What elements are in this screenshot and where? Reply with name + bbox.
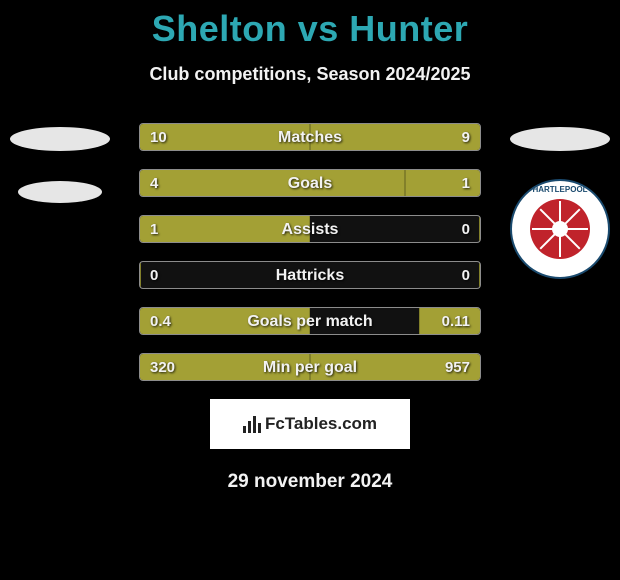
brand-text: FcTables.com [265,414,377,434]
stat-row: 41Goals [139,169,481,197]
player-right-avatar: HARTLEPOOL [510,127,610,279]
stat-label: Min per goal [140,354,480,381]
stat-row: 0.40.11Goals per match [139,307,481,335]
wheel-icon [530,199,590,259]
badge-top-text: HARTLEPOOL [512,185,608,194]
page-title: Shelton vs Hunter [0,0,620,50]
stat-row: 00Hattricks [139,261,481,289]
stat-label: Goals per match [140,308,480,335]
stat-row: 10Assists [139,215,481,243]
page-subtitle: Club competitions, Season 2024/2025 [0,64,620,85]
silhouette-icon [510,127,610,151]
stat-label: Matches [140,124,480,151]
silhouette-icon [10,127,110,151]
stat-label: Goals [140,170,480,197]
stat-row: 320957Min per goal [139,353,481,381]
stat-label: Hattricks [140,262,480,289]
club-badge: HARTLEPOOL [510,179,610,279]
stat-row: 109Matches [139,123,481,151]
bars-icon [243,415,261,433]
silhouette-icon [18,181,102,203]
brand-logo: FcTables.com [210,399,410,449]
bars-container: 109Matches 41Goals 10Assists 00Hattricks 0.4… [139,123,481,381]
footer-date: 29 november 2024 [0,471,620,493]
comparison-chart: HARTLEPOOL 109Matches 41Goals 10Assists 00H… [0,123,620,381]
player-left-avatar [10,127,110,203]
stat-label: Assists [140,216,480,243]
